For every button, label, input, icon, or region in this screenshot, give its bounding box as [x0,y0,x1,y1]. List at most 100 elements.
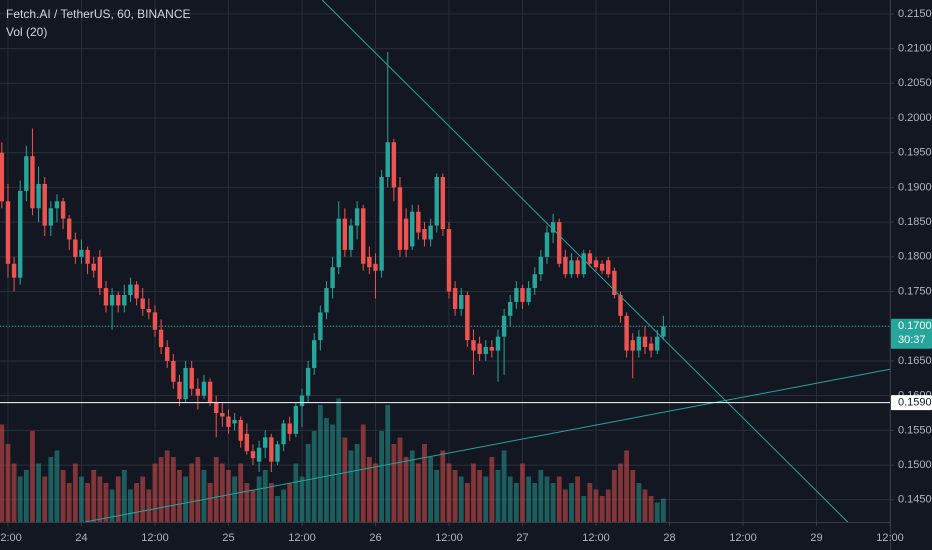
candle-body [477,343,482,355]
candle-body [116,295,121,306]
price-label: 0.1700 [898,320,932,332]
candle-body [636,336,642,351]
volume-bar [489,457,495,522]
volume-bar [262,470,268,522]
volume-bar [109,489,115,522]
volume-bar [36,463,41,522]
candle-body [440,177,446,230]
candle-body [238,419,243,441]
candle-body [471,340,476,351]
volume-bar [72,463,78,522]
x-tick-label: 26 [369,532,381,544]
candle-body [165,347,170,361]
y-tick-label: 0.1800 [898,251,932,263]
candle-body [550,222,556,233]
volume-bar [30,431,35,522]
volume-bar [458,476,464,522]
candle-body [434,177,439,226]
volume-bar [256,476,262,522]
candle-body [373,263,378,271]
candle-body [630,340,635,351]
x-tick-label: 24 [75,532,87,544]
volume-bar [281,489,286,522]
candle-body [67,218,72,240]
candle-body [79,249,84,257]
volume-bar [134,483,139,522]
candle-body [42,183,47,226]
volume-bar [342,437,348,522]
candle-body [532,274,537,289]
candle-body [330,267,335,289]
volume-bar [177,470,182,522]
volume-bar [189,463,195,522]
volume-bar [434,470,440,522]
countdown: 30:37 [898,334,926,346]
x-tick-label: 12:00 [141,532,169,544]
x-tick-label: 12:00 [729,532,757,544]
candle-body [606,260,611,275]
y-tick-label: 0.2150 [898,8,932,20]
candle-body [544,232,550,257]
candle-body [599,263,605,271]
candle-body [410,211,415,247]
volume-bar [618,463,623,522]
candle-body [287,423,292,434]
candle-body [312,340,317,368]
candle-body [275,444,280,462]
volume-bar [654,502,660,522]
candle-body [483,347,488,355]
candle-body [109,295,115,306]
candle-body [24,156,29,191]
candle-body [152,312,158,330]
candle-body [446,229,452,292]
volume-bar [48,457,54,522]
candle-body [11,263,17,278]
volume-bar [42,476,48,522]
candle-body [367,256,372,268]
x-tick-label: 12:00 [435,532,463,544]
candle-body [642,336,648,348]
trendline [321,0,849,523]
volume-bar [60,470,66,522]
volume-bar [324,418,329,522]
volume-bar [23,470,29,522]
x-tick-label: 29 [810,532,822,544]
candle-body [354,208,360,226]
candle-body [232,419,237,424]
volume-bar [207,483,213,522]
candle-body [581,253,586,275]
volume-bar [66,483,72,522]
volume-bar [97,476,103,522]
volume-bar [103,483,109,522]
candle-body [520,288,525,302]
volume-bar [330,424,336,522]
volume-bar [648,496,654,522]
candle-body [263,437,268,448]
volume-bar [660,498,666,522]
candle-body [250,451,256,459]
volume-bar [146,489,152,522]
candle-body [575,260,580,275]
candle-body [612,270,617,296]
price-label-box [891,395,932,411]
candle-body [563,256,568,275]
price-axis [890,0,932,550]
candle-body [348,225,354,250]
volume-bar [336,398,342,522]
candle-body [379,177,384,271]
candle-body [281,423,286,445]
volume-bar [611,470,617,522]
y-tick-label: 0.1750 [898,285,932,297]
candle-body [361,208,366,264]
volume-bar [152,463,158,522]
volume-bar [0,424,5,522]
volume-bar [422,444,427,522]
volume-bar [201,470,207,522]
volume-bar [415,463,421,522]
volume-bar [526,476,532,522]
trendline [85,368,891,523]
volume-bar [562,489,568,522]
candle-body [428,225,433,240]
volume-bar [268,483,274,522]
